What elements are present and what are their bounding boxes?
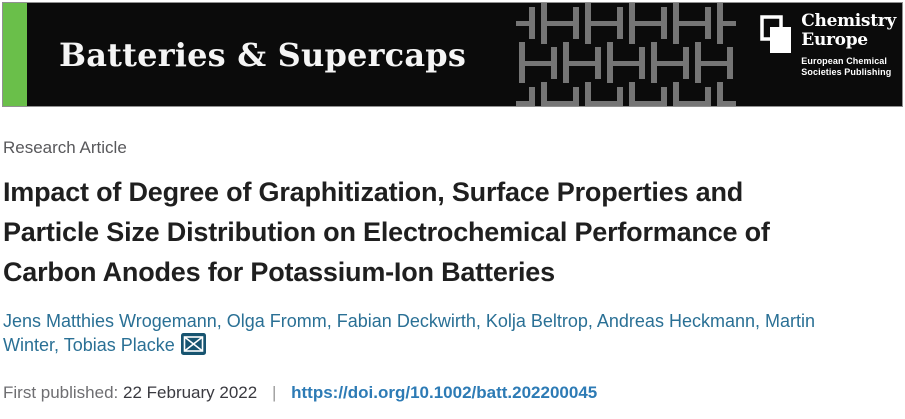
first-published-label: First published: (3, 383, 119, 402)
article-title-line: Impact of Degree of Graphitization, Surf… (3, 177, 744, 207)
article-header: Research Article Impact of Degree of Gra… (0, 138, 905, 403)
author-list-line[interactable]: Jens Matthies Wrogemann, Olga Fromm, Fab… (3, 311, 815, 331)
overlapping-squares-icon (760, 15, 792, 53)
chemistry-europe-logo: Chemistry Europe European Chemical Socie… (760, 12, 896, 77)
first-published-date: 22 February 2022 (123, 383, 258, 402)
envelope-icon[interactable] (180, 333, 206, 355)
author-list[interactable]: Jens Matthies Wrogemann, Olga Fromm, Fab… (3, 310, 905, 357)
logo-name-line1: Chemistry (801, 11, 896, 31)
author-list-line[interactable]: Winter, Tobias Placke (3, 335, 175, 355)
logo-text: Chemistry Europe European Chemical Socie… (801, 12, 896, 77)
logo-tagline-line2: Societies Publishing (801, 66, 892, 77)
logo-tagline-line1: European Chemical (801, 56, 888, 66)
article-title: Impact of Degree of Graphitization, Surf… (3, 172, 905, 292)
journal-banner: Batteries & Supercaps (2, 2, 903, 107)
doi-link[interactable]: https://doi.org/10.1002/batt.202200045 (291, 383, 598, 402)
logo-name-line2: Europe (801, 30, 868, 50)
capacitor-circuit-pattern-icon (516, 3, 736, 106)
journal-title: Batteries & Supercaps (59, 35, 467, 74)
article-title-line: Particle Size Distribution on Electroche… (3, 217, 770, 247)
publication-info: First published: 22 February 2022 | http… (3, 383, 905, 403)
banner-background: Batteries & Supercaps (27, 3, 902, 106)
article-type-label: Research Article (3, 138, 127, 157)
separator: | (271, 383, 277, 402)
article-title-line: Carbon Anodes for Potassium-Ion Batterie… (3, 257, 555, 287)
green-accent-bar (3, 3, 27, 106)
